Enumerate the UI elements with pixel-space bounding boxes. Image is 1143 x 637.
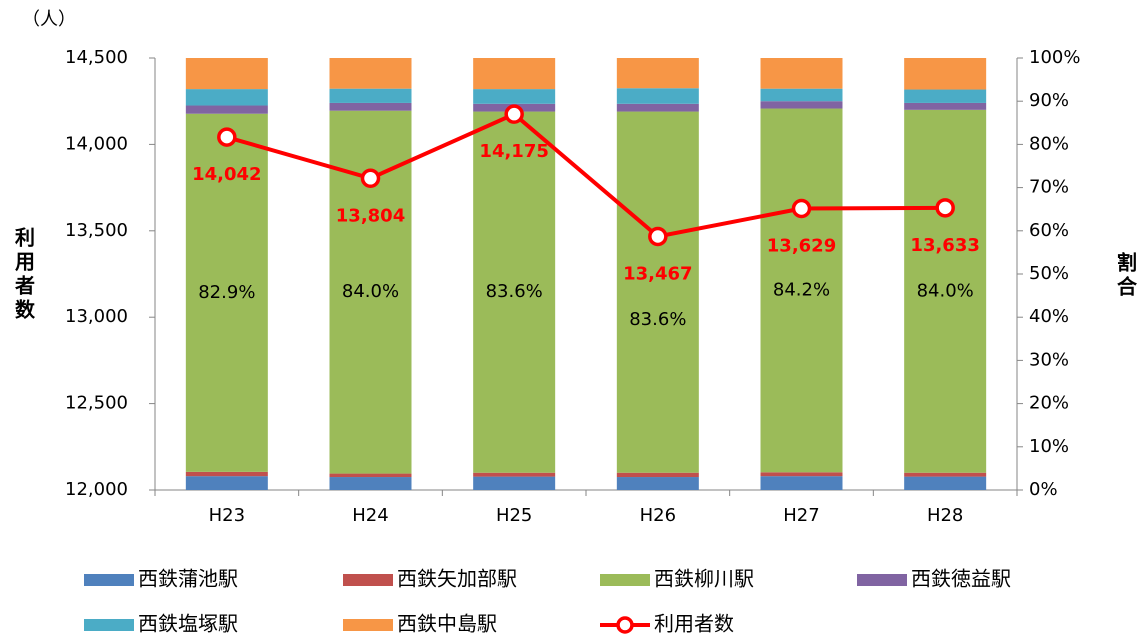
bar-segment (185, 476, 268, 490)
y2-tick-label: 40% (1029, 306, 1069, 327)
bar-segment (904, 58, 987, 90)
y-tick-label: 13,500 (65, 220, 128, 241)
data-label: 14,175 (479, 141, 548, 162)
y-tick-label: 12,000 (65, 479, 128, 500)
legend-label: 西鉄矢加部駅 (397, 567, 517, 591)
line-marker (791, 198, 812, 219)
bar-segment (616, 88, 699, 104)
data-label: 13,467 (623, 264, 692, 285)
bar-segment (185, 113, 268, 472)
bar-segment (473, 89, 556, 104)
data-label: 82.9% (198, 282, 255, 303)
bar-segment (473, 111, 556, 473)
x-tick-label: H28 (927, 505, 963, 526)
y2-tick-label: 50% (1029, 263, 1069, 284)
bar-segment (329, 58, 412, 89)
bar-segment (473, 58, 556, 90)
x-tick-label: H24 (352, 505, 388, 526)
data-label: 83.6% (486, 281, 543, 302)
bar-segment (616, 477, 699, 490)
legend-swatch (600, 574, 650, 586)
y-tick-label: 13,000 (65, 306, 128, 327)
y-tick-label: 14,500 (65, 47, 128, 68)
bar-segment (760, 476, 843, 490)
bar-segment (904, 102, 987, 110)
legend-swatch (857, 574, 907, 586)
legend-label: 西鉄塩塚駅 (138, 612, 238, 636)
line-marker (360, 168, 381, 189)
legend-swatch (343, 619, 393, 631)
bar-segment (904, 472, 987, 477)
y-tick-label: 12,500 (65, 393, 128, 414)
x-tick-label: H23 (209, 505, 245, 526)
bar-segment (185, 58, 268, 90)
bar-segment (616, 103, 699, 112)
y-tick-label: 14,000 (65, 133, 128, 154)
bar-segment (760, 58, 843, 89)
data-label: 84.2% (773, 279, 830, 300)
line-marker (504, 104, 524, 124)
bar-segment (616, 58, 699, 89)
legend-swatch (343, 574, 393, 586)
bar-segment (185, 105, 268, 114)
data-label: 13,629 (767, 236, 836, 257)
bar-segment (760, 108, 843, 473)
bar-segment (760, 101, 843, 109)
bar-segment (473, 472, 556, 477)
data-label: 84.0% (342, 281, 399, 302)
line-marker (648, 226, 668, 247)
bar-segment (185, 89, 268, 106)
y2-tick-label: 70% (1029, 177, 1069, 198)
bar-segment (616, 111, 699, 473)
line-marker (217, 127, 237, 147)
line (226, 111, 946, 239)
data-label: 84.0% (917, 280, 974, 301)
bar-segment (760, 472, 843, 477)
y-axis-label: 利用者数 (12, 227, 36, 323)
y2-tick-label: 30% (1029, 349, 1069, 370)
bar-segment (904, 109, 987, 473)
legend-swatch (616, 616, 634, 634)
legend-swatch (84, 574, 134, 586)
y2-tick-label: 100% (1029, 47, 1080, 68)
x-tick-label: H26 (640, 505, 676, 526)
y2-tick-label: 90% (1029, 90, 1069, 111)
x-tick-label: H25 (496, 505, 532, 526)
legend-label: 西鉄徳益駅 (911, 567, 1011, 591)
y2-tick-label: 80% (1029, 133, 1069, 154)
bar-segment (904, 89, 987, 103)
bar-segment (760, 88, 843, 102)
y2-tick-label: 10% (1029, 436, 1069, 457)
bar-segment (329, 102, 412, 111)
x-tick-label: H27 (783, 505, 819, 526)
y2-tick-label: 0% (1029, 479, 1058, 500)
data-label: 13,804 (336, 205, 405, 226)
data-label: 13,633 (910, 235, 979, 256)
line-marker (935, 198, 955, 218)
bar-segment (473, 476, 556, 490)
legend-label: 西鉄柳川駅 (654, 567, 754, 591)
bar-segment (329, 473, 412, 478)
y2-tick-label: 20% (1029, 393, 1069, 414)
bar-segment (329, 477, 412, 490)
legend-label: 西鉄蒲池駅 (138, 567, 238, 591)
bar-segment (616, 472, 699, 478)
legend-swatch (84, 619, 134, 631)
data-label: 14,042 (192, 164, 261, 185)
legend-label: 利用者数 (654, 612, 734, 636)
bar-segment (904, 476, 987, 490)
data-label: 83.6% (629, 309, 686, 330)
bar-segment (329, 88, 412, 103)
y2-tick-label: 60% (1029, 220, 1069, 241)
y2-axis-label: 割合 (1114, 251, 1138, 300)
legend-label: 西鉄中島駅 (397, 612, 497, 636)
bar-segment (185, 471, 268, 477)
unit-label: （人） (22, 9, 76, 30)
